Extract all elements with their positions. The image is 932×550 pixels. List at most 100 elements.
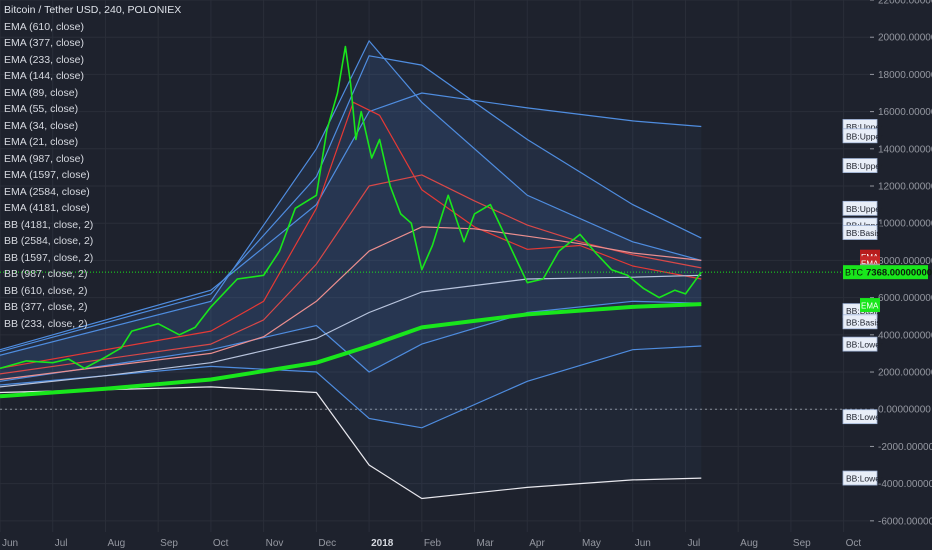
last-price-badge[interactable]: BTC 7368.00000000 [843, 265, 932, 280]
ema-line [0, 274, 702, 388]
x-tick-label: Jun [635, 538, 651, 549]
study-label[interactable]: BB (233, close, 2) [4, 317, 88, 330]
y-tick-label: -6000.00000000 [878, 516, 932, 527]
ema-line [0, 226, 702, 381]
grid [0, 0, 870, 532]
bb-tag-box [842, 225, 878, 240]
bb-tag-box [842, 470, 878, 486]
bb-tag[interactable]: BB:Lower [842, 409, 883, 425]
ema-line [0, 302, 702, 399]
ema-badge-label: EMA [861, 302, 879, 311]
study-label[interactable]: BB (4181, close, 2) [4, 218, 94, 231]
bb-tag[interactable]: BB:Upper [842, 158, 883, 173]
chart-legend: Bitcoin / Tether USD, 240, POLONIEX EMA … [4, 2, 181, 332]
bb-tag[interactable]: BB:Basis [842, 225, 881, 240]
x-tick-label: Jul [687, 538, 700, 549]
y-tick-label: 20000.00000000 [878, 33, 932, 44]
study-label[interactable]: EMA (987, close) [4, 152, 84, 165]
bb-tag-label: BB:Basis [846, 228, 881, 238]
y-tick-label: 22000.00000000 [878, 0, 932, 7]
last-price-box [843, 265, 928, 280]
bb-tag-label: BB:Lower [846, 412, 883, 422]
study-label[interactable]: EMA (1597, close) [4, 169, 90, 181]
bb-tag[interactable]: BB:Lower [842, 336, 883, 352]
x-tick-label: Oct [213, 538, 229, 549]
bb-tag-label: BB:Upper [846, 204, 883, 214]
study-label[interactable]: EMA (377, close) [4, 37, 84, 49]
study-label[interactable]: EMA (233, close) [4, 53, 84, 66]
y-tick-label: 10000.00000000 [878, 219, 932, 230]
ema-badge-box [860, 298, 880, 313]
study-label[interactable]: EMA (4181, close) [4, 202, 90, 214]
price-line [0, 45, 870, 370]
y-tick-label: 0.00000000 [878, 405, 931, 416]
bb-tag[interactable]: BB:Lower [842, 470, 883, 486]
x-tick-label: Jul [55, 538, 68, 549]
bb-tag-box [842, 200, 878, 216]
price-line-path [0, 45, 702, 370]
study-label[interactable]: EMA (610, close) [4, 20, 84, 33]
study-label[interactable]: BB (377, close, 2) [4, 301, 88, 313]
ema-lines [0, 101, 702, 399]
y-tick-label: 12000.00000000 [878, 182, 932, 193]
bollinger-band-upper [0, 92, 702, 351]
bollinger-band-lower [0, 345, 702, 429]
study-label[interactable]: BB (987, close, 2) [4, 268, 88, 280]
y-tick-label: 8000.00000000 [878, 256, 932, 267]
bb-tag-box [842, 409, 878, 425]
bb-tag-label: BB:Upper [846, 122, 883, 132]
bollinger-band-fill [0, 40, 702, 382]
bb-tag-label: BB:Upper [846, 161, 883, 171]
y-tick-label: -2000.00000000 [878, 442, 932, 453]
last-price-value: 7368.00000000 [866, 268, 932, 279]
bb-tag[interactable]: BB:Upper [842, 200, 883, 216]
y-tick-label: -4000.00000000 [878, 479, 932, 490]
bb-tag-box [842, 336, 878, 352]
x-tick-label: Feb [424, 538, 442, 549]
x-tick-label: Mar [477, 538, 495, 549]
y-tick-label: 6000.00000000 [878, 293, 932, 304]
series-tags: BB:UpperBB:UpperBB:UpperBB:UpperBB:Upper… [842, 119, 932, 486]
study-label[interactable]: EMA (34, close) [4, 119, 79, 132]
x-tick-label: Oct [846, 538, 862, 549]
x-tick-label: Apr [529, 538, 545, 549]
bb-tag-box [842, 314, 878, 330]
bb-tag-label: BB:Lower [846, 474, 883, 484]
study-label[interactable]: EMA (55, close) [4, 103, 79, 115]
study-label[interactable]: EMA (89, close) [4, 86, 79, 99]
chart-title: Bitcoin / Tether USD, 240, POLONIEX [4, 4, 182, 16]
y-tick-label: 4000.00000000 [878, 330, 932, 341]
bb-tag[interactable]: BB:Basis [842, 314, 881, 330]
ema-badge[interactable]: EMA [860, 298, 880, 313]
study-label[interactable]: BB (2584, close, 2) [4, 235, 94, 247]
study-label[interactable]: BB (1597, close, 2) [4, 251, 94, 264]
study-label[interactable]: BB (610, close, 2) [4, 284, 88, 297]
bb-tag-box [842, 158, 878, 173]
study-label[interactable]: EMA (2584, close) [4, 185, 90, 198]
x-tick-label: Aug [107, 538, 125, 549]
bollinger-band-fill [0, 93, 702, 499]
y-tick-label: 2000.00000000 [878, 368, 932, 379]
bb-tag[interactable]: BB:Upper [842, 128, 883, 144]
study-label[interactable]: EMA (144, close) [4, 70, 84, 82]
bollinger-bands [0, 39, 702, 500]
x-tick-label: Sep [160, 538, 178, 549]
x-tick-label: Jun [2, 538, 18, 549]
last-price-symbol: BTC [845, 268, 864, 278]
bb-tag-label: BB:Lower [846, 340, 883, 350]
bb-tag-box [842, 128, 878, 144]
y-tick-label: 14000.00000000 [878, 144, 932, 155]
x-tick-label: Aug [740, 538, 758, 549]
bollinger-band-lower [0, 386, 702, 500]
x-tick-label: 2018 [371, 538, 394, 549]
ema-line [0, 174, 702, 375]
study-label[interactable]: EMA (21, close) [4, 136, 79, 148]
y-tick-label: 18000.00000000 [878, 70, 932, 81]
bollinger-band-lower [0, 300, 702, 382]
x-tick-label: Sep [793, 538, 811, 549]
y-tick-label: 16000.00000000 [878, 107, 932, 118]
x-tick-label: May [582, 538, 601, 549]
ema-line [0, 101, 702, 369]
